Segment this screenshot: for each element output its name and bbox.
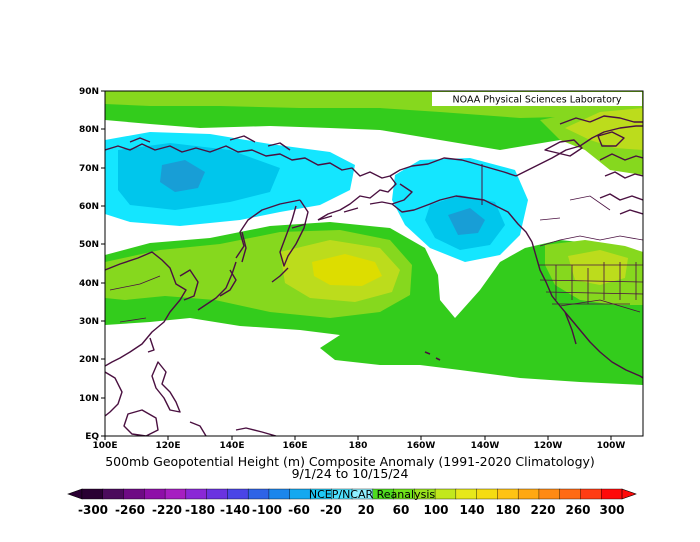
lon-label: 180: [349, 441, 368, 451]
colorbar-label: -180: [185, 503, 215, 517]
colorbar-arrow-right: [621, 488, 637, 500]
colorbar-labels: -300 -260 -220 -180 -140 -100 -60 -20 20…: [78, 503, 625, 517]
colorbar-swatch: [102, 488, 125, 500]
colorbar-swatch: [497, 488, 519, 500]
source-label: NCEP/NCAR Reanalysis: [309, 488, 435, 501]
lat-axis: [101, 90, 105, 437]
colorbar-label: -300: [78, 503, 108, 517]
colorbar-swatch: [164, 488, 187, 500]
lat-label: 70N: [79, 164, 99, 174]
lon-label: 120E: [156, 441, 181, 451]
lat-label: EQ: [85, 432, 99, 442]
colorbar-label: 20: [358, 503, 375, 517]
lon-label: 140W: [471, 441, 500, 451]
lon-label: 160E: [283, 441, 308, 451]
anomaly-pos-pacific-core: [312, 254, 382, 286]
lon-label: 100W: [597, 441, 626, 451]
colorbar-label: 220: [530, 503, 555, 517]
colorbar-swatch: [289, 488, 311, 500]
map-frame: [104, 90, 644, 437]
lat-label: 80N: [79, 125, 99, 135]
colorbar-swatch: [580, 488, 602, 500]
colorbar-label: 260: [565, 503, 590, 517]
colorbar-swatch: [227, 488, 249, 500]
colorbar-label: 300: [599, 503, 624, 517]
colorbar-swatch: [601, 488, 623, 500]
colorbar-label: 60: [393, 503, 410, 517]
lat-label: 50N: [79, 240, 99, 250]
colorbar-label: -60: [288, 503, 310, 517]
colorbar-swatch: [538, 488, 561, 500]
lat-label: 40N: [79, 279, 99, 289]
anomaly-pos-namerica-yg: [568, 250, 628, 285]
colorbar-swatch: [434, 488, 457, 500]
colorbar-label: -20: [320, 503, 342, 517]
colorbar-arrow-left: [67, 488, 83, 500]
colorbar-swatch: [476, 488, 498, 500]
colorbar-swatch: [517, 488, 540, 500]
lon-axis: [104, 436, 612, 440]
lat-label: 10N: [79, 394, 99, 404]
colorbar-swatch: [206, 488, 228, 500]
colorbar-label: -100: [252, 503, 282, 517]
colorbar-label: 100: [423, 503, 448, 517]
colorbar-swatch: [144, 488, 166, 500]
lat-label: 20N: [79, 355, 99, 365]
anomaly-neg-alaska-core: [448, 208, 485, 235]
borders: [109, 195, 643, 323]
colorbar-swatch: [455, 488, 478, 500]
colorbar-swatch: [247, 488, 270, 500]
lat-label: 30N: [79, 317, 99, 327]
lon-label: 120W: [534, 441, 563, 451]
anomaly-neg-siberia-core: [160, 160, 205, 192]
lat-label: 60N: [79, 202, 99, 212]
colorbar-swatch: [81, 488, 104, 500]
lat-labels: 90N 80N 70N 60N 50N 40N 30N 20N 10N EQ: [79, 87, 99, 442]
colorbar-swatch: [185, 488, 208, 500]
lon-label: 100E: [93, 441, 118, 451]
colorbar-label: -220: [152, 503, 182, 517]
credit-box: [432, 92, 642, 106]
coastlines: [105, 115, 643, 436]
colorbar: [67, 488, 637, 500]
colorbar-label: -140: [220, 503, 250, 517]
lat-label: 90N: [79, 87, 99, 97]
colorbar-label: 180: [495, 503, 520, 517]
lon-label: 140E: [220, 441, 245, 451]
map-plot: [105, 91, 643, 436]
colorbar-label: -260: [115, 503, 145, 517]
colorbar-label: 140: [459, 503, 484, 517]
lon-label: 160W: [407, 441, 436, 451]
colorbar-swatch: [123, 488, 145, 500]
lon-labels: 100E 120E 140E 160E 180 160W 140W 120W 1…: [93, 441, 626, 451]
title-line-1: 500mb Geopotential Height (m) Composite …: [105, 454, 595, 469]
colorbar-swatch: [559, 488, 581, 500]
credit-text: NOAA Physical Sciences Laboratory: [453, 95, 622, 106]
title-line-2: 9/1/24 to 10/15/24: [291, 466, 409, 481]
colorbar-swatch: [268, 488, 291, 500]
